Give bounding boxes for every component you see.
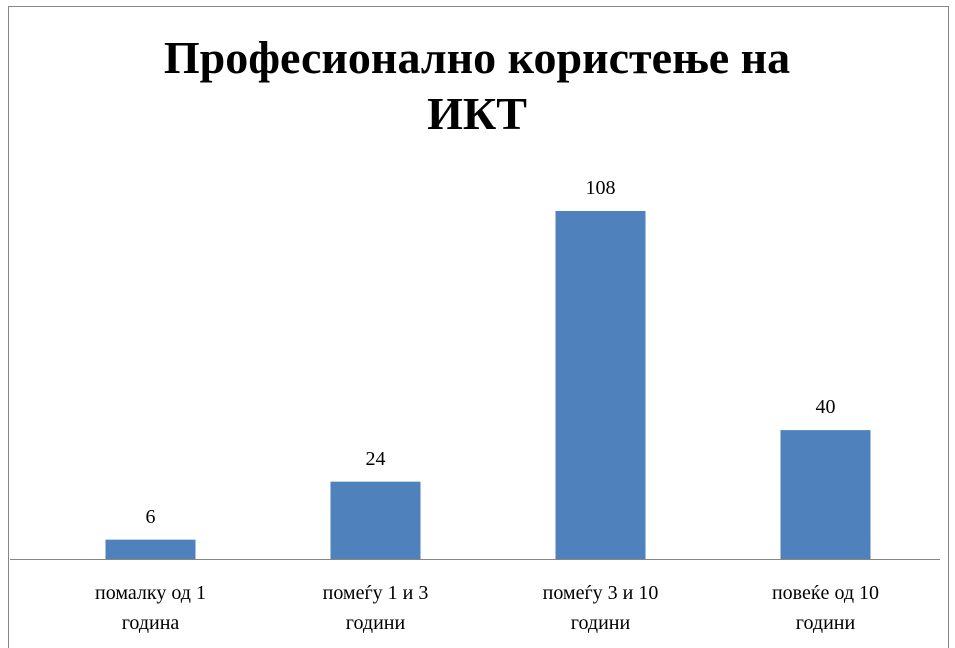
data-label: 40 bbox=[815, 396, 836, 419]
bar bbox=[555, 211, 646, 559]
data-label: 108 bbox=[585, 177, 616, 199]
chart-title: Професионално користење на ИКТ bbox=[163, 32, 791, 139]
x-tick-label: помалку од 1 година bbox=[95, 582, 206, 634]
bar bbox=[105, 539, 196, 559]
bar bbox=[780, 430, 871, 559]
x-tick-label: помеѓу 1 и 3 години bbox=[322, 582, 429, 634]
data-label: 24 bbox=[365, 447, 386, 470]
x-tick-label: помеѓу 3 и 10 години bbox=[542, 582, 659, 634]
bar bbox=[330, 481, 421, 559]
data-label: 6 bbox=[145, 505, 156, 528]
x-tick-label: повеќе од 10 години bbox=[771, 582, 880, 634]
